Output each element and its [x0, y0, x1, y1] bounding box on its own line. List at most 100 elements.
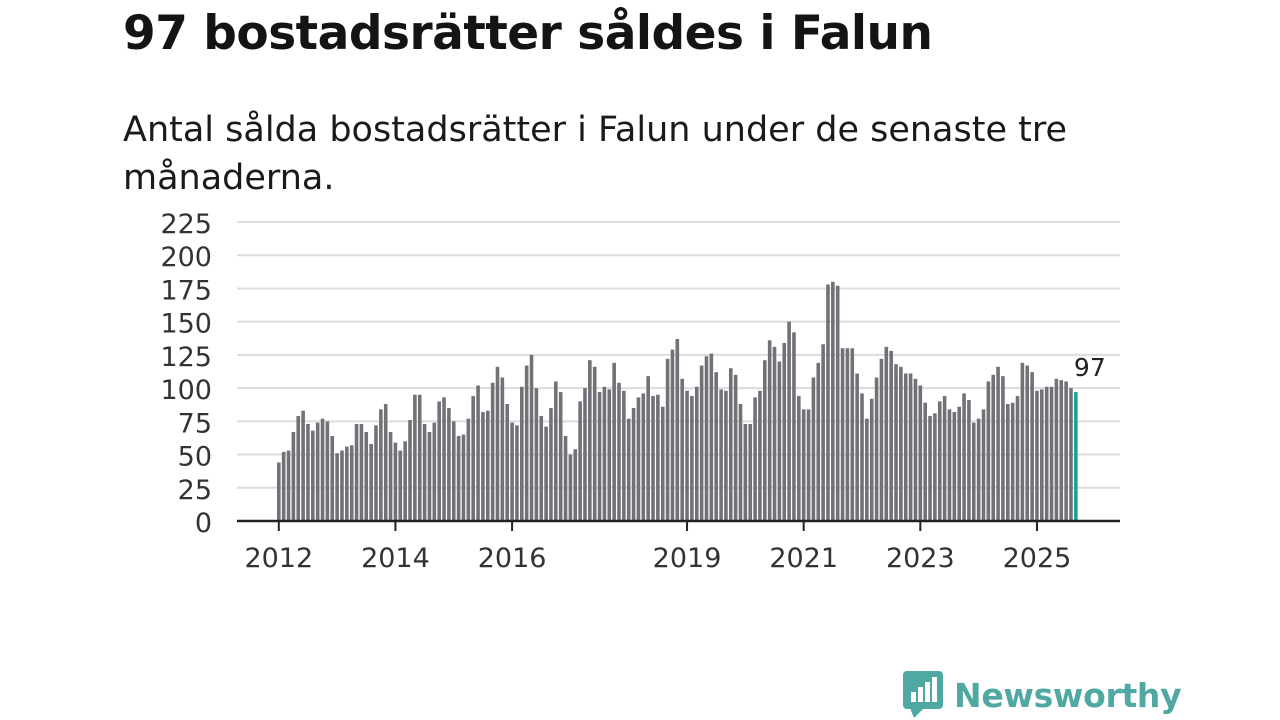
- bar: [845, 348, 850, 521]
- bar: [1069, 388, 1073, 521]
- bar: [335, 453, 339, 521]
- bar: [942, 396, 947, 521]
- bar: [962, 393, 966, 521]
- bar: [694, 386, 699, 521]
- bar: [952, 412, 957, 521]
- bar: [913, 378, 918, 521]
- bar: [379, 409, 383, 521]
- y-tick-label: 225: [160, 209, 212, 240]
- bar: [383, 404, 388, 521]
- bar: [607, 389, 612, 521]
- bar: [563, 435, 568, 521]
- bar: [996, 366, 1000, 521]
- bar: [879, 358, 884, 521]
- bar: [772, 346, 777, 521]
- bar: [1001, 376, 1005, 521]
- bar: [320, 418, 325, 521]
- bar: [456, 435, 461, 521]
- newsworthy-logo-text: Newsworthy: [954, 675, 1182, 715]
- bar: [631, 408, 636, 521]
- bars: [277, 281, 1078, 521]
- bar: [704, 356, 709, 521]
- chart-subtitle: Antal sålda bostadsrätter i Falun under …: [123, 110, 1067, 198]
- bar: [417, 394, 422, 521]
- bar: [510, 422, 514, 521]
- bar: [544, 426, 548, 521]
- y-tick-label: 125: [160, 342, 212, 373]
- bar: [743, 423, 748, 521]
- bar: [471, 396, 475, 521]
- bar: [281, 451, 286, 521]
- bar: [403, 441, 407, 521]
- y-tick-label: 75: [178, 408, 212, 439]
- y-tick-label: 200: [160, 242, 212, 273]
- bar: [928, 416, 932, 521]
- bar: [865, 418, 869, 521]
- bar: [903, 373, 908, 521]
- bar: [971, 422, 976, 521]
- bar: [855, 373, 859, 521]
- bar: [330, 435, 335, 521]
- bar: [573, 449, 578, 521]
- bar: [520, 386, 524, 521]
- bar: [495, 366, 500, 521]
- bar: [398, 450, 403, 521]
- y-tick-label: 0: [195, 508, 212, 539]
- bar: [1015, 396, 1020, 521]
- x-tick-label: 2012: [244, 543, 313, 574]
- bar: [597, 392, 602, 521]
- bar: [918, 385, 923, 521]
- bar: [393, 442, 398, 521]
- bar: [680, 378, 684, 521]
- x-axis-ticks: 2012 2014 2016 2019 2021 2023 2025: [244, 521, 1071, 574]
- bar: [306, 423, 310, 521]
- bar: [763, 360, 767, 521]
- bar: [801, 409, 806, 521]
- newsworthy-logo[interactable]: Newsworthy: [902, 670, 1182, 720]
- bar: [432, 422, 437, 521]
- bar: [602, 386, 607, 521]
- bar: [1006, 404, 1010, 521]
- x-tick-label: 2025: [1003, 543, 1072, 574]
- bar: [476, 385, 480, 521]
- bar: [782, 342, 787, 521]
- bar: [529, 354, 534, 521]
- bar: [500, 377, 505, 521]
- bar: [622, 390, 626, 521]
- bar: [617, 382, 621, 521]
- bar: [831, 281, 835, 521]
- bar: [641, 393, 646, 521]
- bar: [277, 462, 281, 521]
- bar: [777, 361, 782, 521]
- bar: [797, 396, 801, 521]
- bar: [286, 450, 291, 521]
- bar: [636, 397, 641, 521]
- bar: [451, 421, 456, 521]
- bar: [578, 401, 582, 521]
- x-tick-label: 2016: [478, 543, 547, 574]
- bar: [874, 377, 879, 521]
- y-tick-label: 100: [160, 375, 212, 406]
- bar: [967, 400, 971, 521]
- bar: [767, 340, 772, 521]
- bar: [301, 410, 305, 521]
- bar: [724, 390, 728, 521]
- bar: [709, 353, 714, 521]
- bar: [908, 373, 913, 521]
- bar: [554, 381, 558, 521]
- bar: [981, 409, 986, 521]
- bar: [413, 394, 417, 521]
- x-tick-label: 2021: [769, 543, 838, 574]
- bar: [408, 420, 412, 521]
- y-tick-label: 25: [178, 475, 212, 506]
- newsworthy-logo-icon: [903, 671, 943, 718]
- bar: [349, 445, 354, 521]
- bar: [291, 431, 296, 521]
- bar: [427, 431, 432, 521]
- bar: [976, 418, 981, 521]
- bar: [835, 285, 840, 521]
- bar: [675, 338, 680, 521]
- bar: [466, 418, 471, 521]
